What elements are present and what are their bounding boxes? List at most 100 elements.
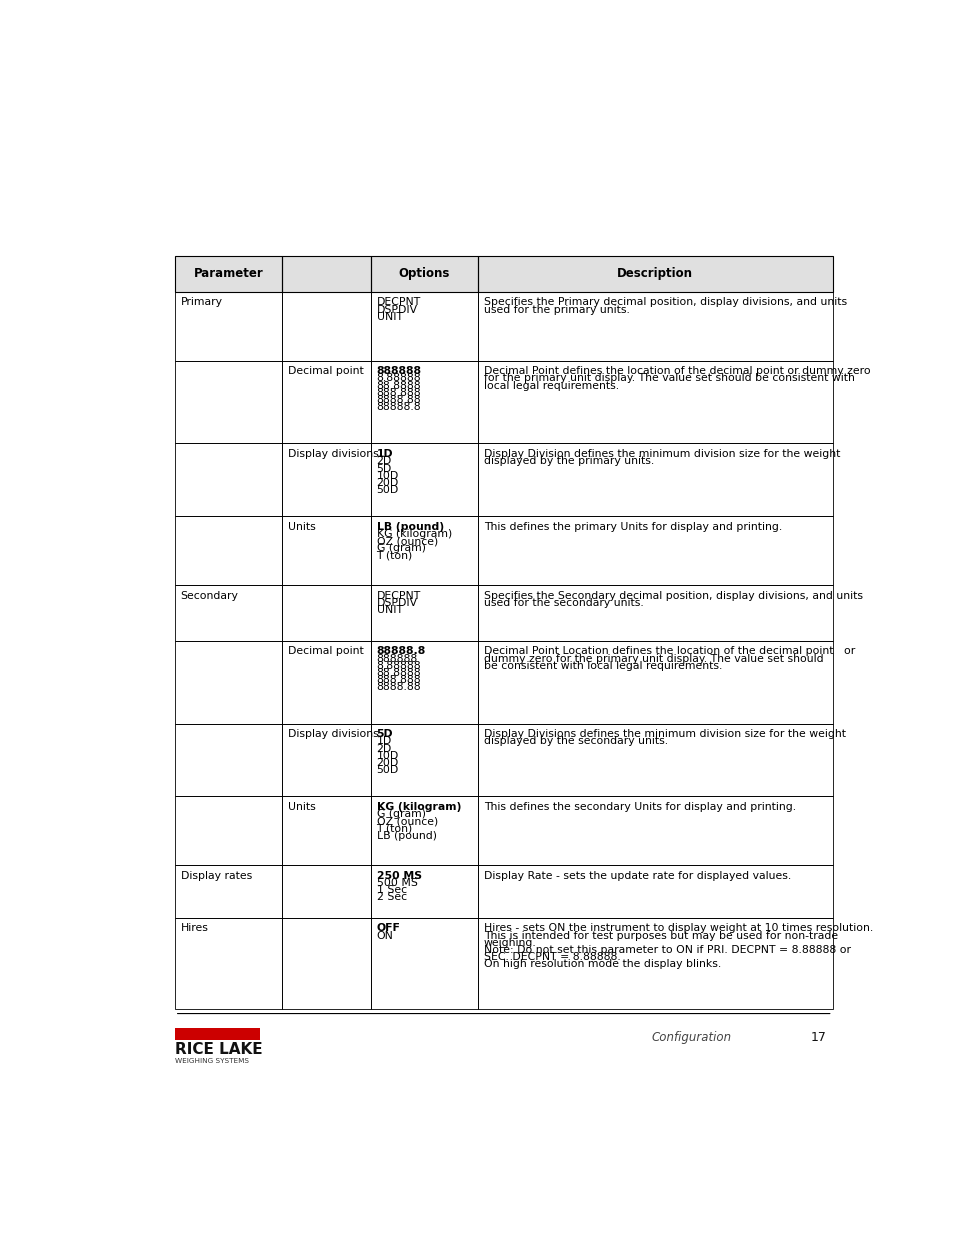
Text: Secondary: Secondary	[180, 590, 238, 600]
Text: 1D: 1D	[376, 450, 393, 459]
Bar	[477, 585, 832, 641]
Text: Primary: Primary	[180, 298, 222, 308]
Text: 2D: 2D	[376, 743, 392, 753]
Text: displayed by the primary units.: displayed by the primary units.	[483, 457, 654, 467]
Bar	[477, 361, 832, 443]
Text: 8.88888: 8.88888	[376, 373, 420, 383]
Text: 500 MS: 500 MS	[376, 878, 417, 888]
Text: 8888.88: 8888.88	[376, 682, 420, 692]
Text: Decimal Point Location defines the location of the decimal point   or: Decimal Point Location defines the locat…	[483, 646, 854, 656]
Text: 5D: 5D	[376, 463, 392, 473]
Bar	[174, 641, 281, 724]
Bar	[174, 516, 281, 585]
Bar	[174, 585, 281, 641]
Text: 888888: 888888	[376, 367, 421, 377]
Text: Description: Description	[617, 267, 693, 280]
Text: Decimal Point defines the location of the decimal point or dummy zero: Decimal Point defines the location of th…	[483, 367, 869, 377]
Bar	[281, 516, 370, 585]
Text: Hires: Hires	[180, 924, 209, 934]
Text: SEC. DECPNT = 8.88888.: SEC. DECPNT = 8.88888.	[483, 952, 619, 962]
Text: 50D: 50D	[376, 485, 398, 495]
Bar	[281, 443, 370, 516]
Text: 1 Sec: 1 Sec	[376, 885, 406, 895]
Bar	[281, 291, 370, 361]
Text: Parameter: Parameter	[193, 267, 263, 280]
Bar	[477, 516, 832, 585]
Text: Display Divisions defines the minimum division size for the weight: Display Divisions defines the minimum di…	[483, 730, 845, 740]
Text: displayed by the secondary units.: displayed by the secondary units.	[483, 736, 667, 746]
Text: 2 Sec: 2 Sec	[376, 893, 406, 903]
Text: 50D: 50D	[376, 766, 398, 776]
Text: DECPNT: DECPNT	[376, 590, 420, 600]
Text: 17: 17	[810, 1031, 825, 1044]
Text: 2D: 2D	[376, 457, 392, 467]
Text: 5D: 5D	[376, 730, 393, 740]
Text: On high resolution mode the display blinks.: On high resolution mode the display blin…	[483, 960, 720, 969]
Text: ON: ON	[376, 931, 393, 941]
Bar	[477, 641, 832, 724]
Bar	[477, 918, 832, 1009]
Text: OFF: OFF	[376, 924, 400, 934]
Text: local legal requirements.: local legal requirements.	[483, 380, 618, 390]
Text: 20D: 20D	[376, 478, 398, 488]
Text: Specifies the Secondary decimal position, display divisions, and units: Specifies the Secondary decimal position…	[483, 590, 862, 600]
Text: be consistent with local legal requirements.: be consistent with local legal requireme…	[483, 661, 721, 671]
Text: KG (kilogram): KG (kilogram)	[376, 529, 452, 540]
Bar	[174, 256, 832, 291]
Bar	[370, 361, 477, 443]
Text: Decimal point: Decimal point	[288, 646, 363, 656]
Text: 20D: 20D	[376, 758, 398, 768]
Text: 10D: 10D	[376, 471, 398, 480]
Bar	[370, 516, 477, 585]
Text: Display divisions: Display divisions	[288, 450, 378, 459]
Text: Hires - sets ON the instrument to display weight at 10 times resolution.: Hires - sets ON the instrument to displa…	[483, 924, 872, 934]
Text: G (gram): G (gram)	[376, 543, 425, 553]
Bar	[281, 866, 370, 918]
Bar	[174, 724, 281, 797]
Text: 88.8888: 88.8888	[376, 380, 420, 390]
Bar	[477, 256, 832, 291]
Text: UNIT: UNIT	[376, 605, 402, 615]
Bar	[370, 256, 477, 291]
Bar	[174, 256, 281, 291]
Bar	[174, 1028, 259, 1040]
Bar	[370, 724, 477, 797]
Text: Options: Options	[398, 267, 450, 280]
Text: This is intended for test purposes but may be used for non-trade: This is intended for test purposes but m…	[483, 931, 837, 941]
Bar	[370, 291, 477, 361]
Bar	[370, 443, 477, 516]
Bar	[174, 797, 281, 866]
Bar	[281, 918, 370, 1009]
Text: 888888: 888888	[376, 653, 417, 663]
Text: Units: Units	[288, 803, 315, 813]
Bar	[174, 291, 281, 361]
Text: 888.888: 888.888	[376, 388, 420, 398]
Text: 88888.8: 88888.8	[376, 646, 425, 656]
Text: OZ (ounce): OZ (ounce)	[376, 536, 437, 546]
Text: DSPDIV: DSPDIV	[376, 305, 417, 315]
Text: 1D: 1D	[376, 736, 392, 746]
Text: dummy zero for the primary unit display. The value set should: dummy zero for the primary unit display.…	[483, 653, 822, 663]
Bar	[174, 918, 281, 1009]
Text: Specifies the Primary decimal position, display divisions, and units: Specifies the Primary decimal position, …	[483, 298, 846, 308]
Bar	[174, 443, 281, 516]
Text: Units: Units	[288, 522, 315, 532]
Text: Display divisions: Display divisions	[288, 730, 378, 740]
Text: WEIGHING SYSTEMS: WEIGHING SYSTEMS	[174, 1058, 249, 1065]
Text: DSPDIV: DSPDIV	[376, 598, 417, 608]
Text: Configuration: Configuration	[651, 1031, 731, 1044]
Text: weighing.: weighing.	[483, 937, 536, 947]
Text: This defines the primary Units for display and printing.: This defines the primary Units for displ…	[483, 522, 781, 532]
Bar	[174, 866, 281, 918]
Text: Display Division defines the minimum division size for the weight: Display Division defines the minimum div…	[483, 450, 840, 459]
Text: 8888.88: 8888.88	[376, 395, 420, 405]
Text: T (ton): T (ton)	[376, 551, 413, 561]
Bar	[477, 866, 832, 918]
Bar	[477, 724, 832, 797]
Text: Display Rate - sets the update rate for displayed values.: Display Rate - sets the update rate for …	[483, 871, 790, 881]
Text: UNIT: UNIT	[376, 311, 402, 322]
Bar	[370, 866, 477, 918]
Bar	[174, 361, 281, 443]
Text: This defines the secondary Units for display and printing.: This defines the secondary Units for dis…	[483, 803, 795, 813]
Text: DECPNT: DECPNT	[376, 298, 420, 308]
